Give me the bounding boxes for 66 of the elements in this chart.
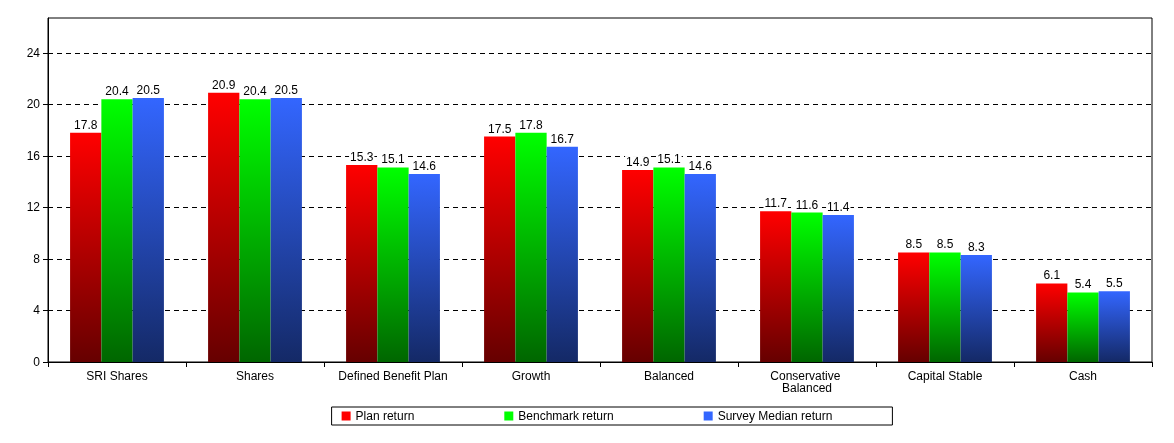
data-label: 20.9 [212,77,236,92]
data-label: 20.5 [136,82,161,97]
bar [408,173,440,362]
bar [270,97,302,362]
x-tick-label: Conservative Balanced [770,369,844,395]
data-label: 20.4 [105,84,129,99]
x-tick-label: Growth [511,369,551,383]
y-tick-label: 20 [26,97,41,112]
data-label: 17.8 [519,117,543,132]
data-label: 15.3 [350,149,374,164]
bar [684,173,716,362]
data-label: 20.5 [274,82,299,97]
bar [1098,291,1130,362]
x-tick-label: Cash [1068,369,1098,383]
y-tick-label: 16 [26,148,41,163]
data-label: 8.3 [967,240,985,255]
legend-label: Benchmark return [518,409,614,423]
bar [101,99,133,362]
x-tick-label: Defined Benefit Plan [338,369,448,383]
bar [484,136,516,362]
data-label: 17.5 [488,121,512,136]
data-label: 11.6 [795,197,819,212]
bar [208,92,240,362]
bar [132,97,164,362]
bar [622,170,654,362]
data-label: 15.1 [657,152,681,167]
data-label: 16.7 [550,131,575,146]
bar [515,132,547,362]
bar [760,211,792,362]
x-tick-label: SRI Shares [86,369,148,383]
legend-label: Survey Median return [717,409,833,423]
x-tick-label: Shares [235,369,275,383]
legend-label: Plan return [355,409,415,423]
bar [1067,292,1099,362]
bar [377,167,409,362]
bar [929,252,961,362]
data-label: 15.1 [381,152,405,167]
data-label: 8.5 [905,237,923,252]
bar [70,132,102,362]
data-label: 6.1 [1043,268,1061,283]
y-tick-label: 24 [26,45,41,60]
bar [653,167,685,362]
data-label: 14.6 [412,158,437,173]
data-label: 11.4 [827,200,850,215]
bar [346,164,378,362]
x-tick-label: Balanced [643,369,695,383]
bar [239,99,271,362]
bar [546,146,578,362]
data-label: 5.5 [1105,276,1123,291]
data-label: 8.5 [936,237,954,252]
y-tick-label: 0 [33,355,41,369]
bar [960,255,992,362]
x-tick-label: Capital Stable [907,369,983,383]
y-tick-label: 4 [33,303,41,318]
data-label: 20.4 [243,84,267,99]
bar [1036,283,1068,362]
data-label: 17.8 [74,117,98,132]
y-tick-label: 8 [33,251,41,266]
data-label: 14.9 [626,155,650,170]
data-label: 5.4 [1074,277,1092,292]
y-tick-label: 12 [26,200,41,215]
data-label: 14.6 [688,158,713,173]
bar [791,212,823,362]
data-label: 11.7 [764,196,788,211]
bar [822,215,854,362]
bar [898,252,930,362]
